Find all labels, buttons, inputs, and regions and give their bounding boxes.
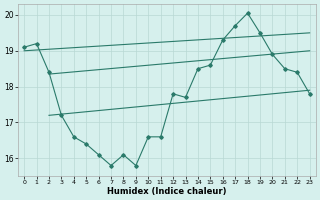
X-axis label: Humidex (Indice chaleur): Humidex (Indice chaleur)	[107, 187, 227, 196]
